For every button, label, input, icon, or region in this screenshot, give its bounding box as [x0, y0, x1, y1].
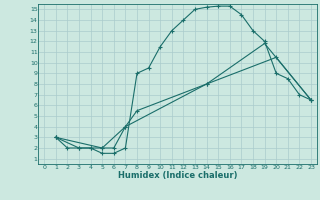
X-axis label: Humidex (Indice chaleur): Humidex (Indice chaleur): [118, 171, 237, 180]
